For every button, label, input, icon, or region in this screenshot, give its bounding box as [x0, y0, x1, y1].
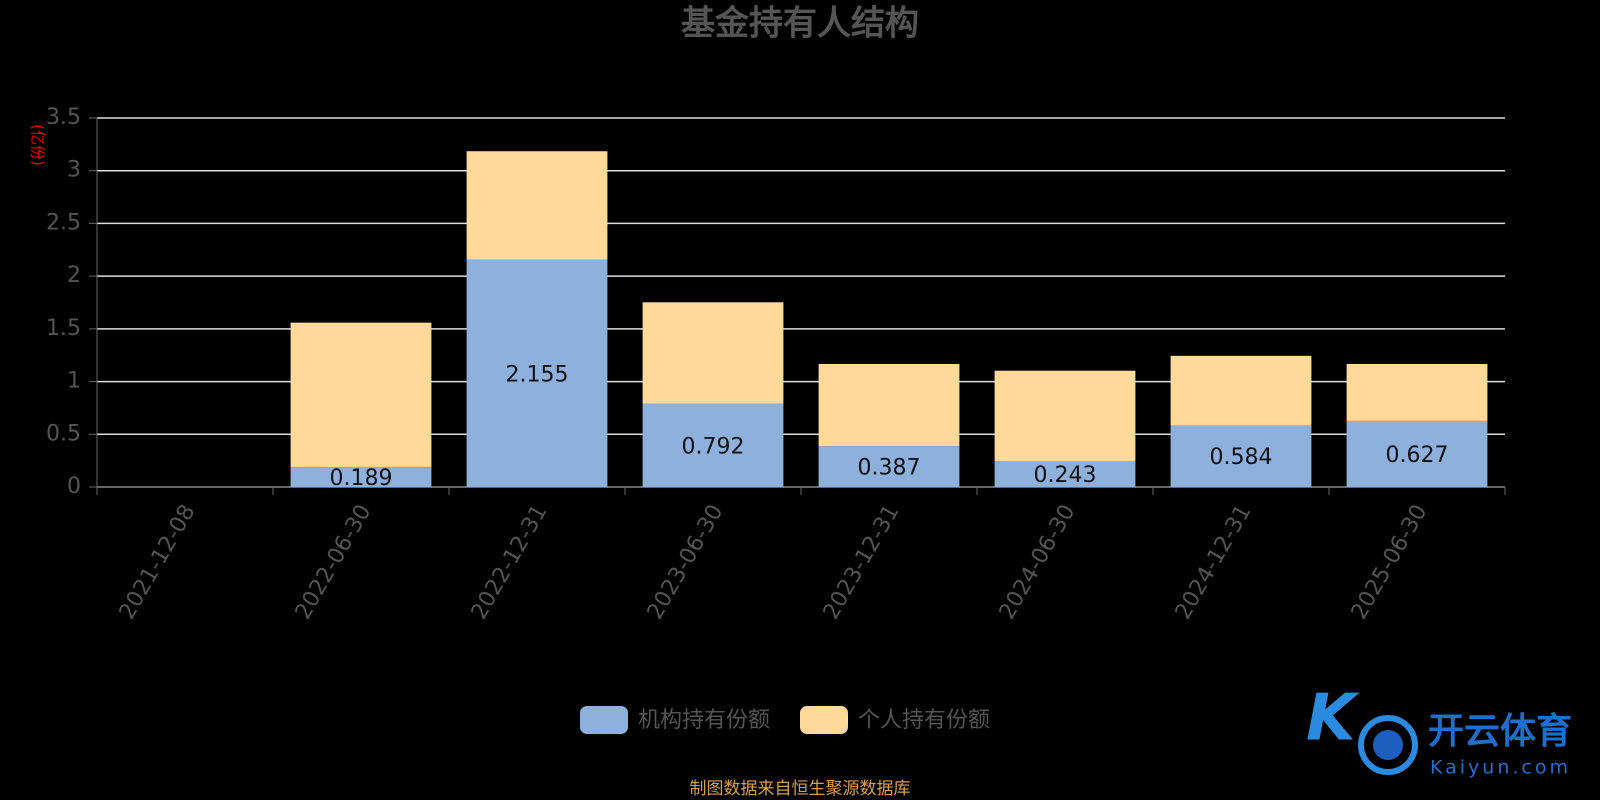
legend-swatch: [580, 706, 628, 734]
watermark-brand: 开云体育: [1428, 711, 1572, 752]
legend-swatch: [800, 706, 848, 734]
y-tick-label: 2.5: [46, 210, 81, 235]
y-tick-label: 0.5: [46, 421, 81, 446]
logo-ring: [1358, 715, 1418, 775]
data-label: 0.189: [330, 466, 393, 491]
chart-title: 基金持有人结构: [681, 4, 919, 44]
logo-ball: [1373, 730, 1403, 760]
y-tick-label: 2: [67, 263, 81, 288]
y-tick-label: 1: [67, 369, 81, 394]
bar-segment: [818, 363, 960, 447]
data-label: 2.155: [506, 362, 569, 387]
bar-segment: [1346, 420, 1488, 487]
data-label: 0.243: [1034, 463, 1097, 488]
logo-k: K: [1306, 682, 1360, 756]
bar-segment: [1170, 425, 1312, 487]
data-label: 0.387: [858, 456, 921, 481]
y-tick-label: 3.5: [46, 105, 81, 130]
bar-segment: [994, 461, 1136, 487]
bar-segment: [994, 370, 1136, 462]
bar-segment: [1170, 355, 1312, 426]
source-note: 制图数据来自恒生聚源数据库: [690, 779, 911, 799]
data-label: 0.792: [682, 434, 745, 459]
legend-label: 个人持有份额: [858, 708, 990, 733]
data-label: 0.584: [1210, 445, 1273, 470]
bar-segment: [290, 467, 432, 487]
bar-segment: [466, 259, 608, 487]
watermark-site: Kaiyun.com: [1430, 757, 1571, 779]
y-tick-label: 1.5: [46, 316, 81, 341]
bar-segment: [466, 151, 608, 260]
y-tick-label: 0: [67, 474, 81, 499]
y-tick-label: 3: [67, 158, 81, 183]
y-axis-unit: (亿份): [29, 124, 47, 166]
bar-segment: [1346, 363, 1488, 421]
legend-label: 机构持有份额: [638, 708, 770, 733]
bar-segment: [818, 446, 960, 487]
bar-segment: [290, 322, 432, 468]
watermark: K 开云体育 Kaiyun.com: [1306, 682, 1572, 779]
data-label: 0.627: [1386, 443, 1449, 468]
bar-segment: [642, 403, 784, 487]
bar-segment: [642, 302, 784, 404]
